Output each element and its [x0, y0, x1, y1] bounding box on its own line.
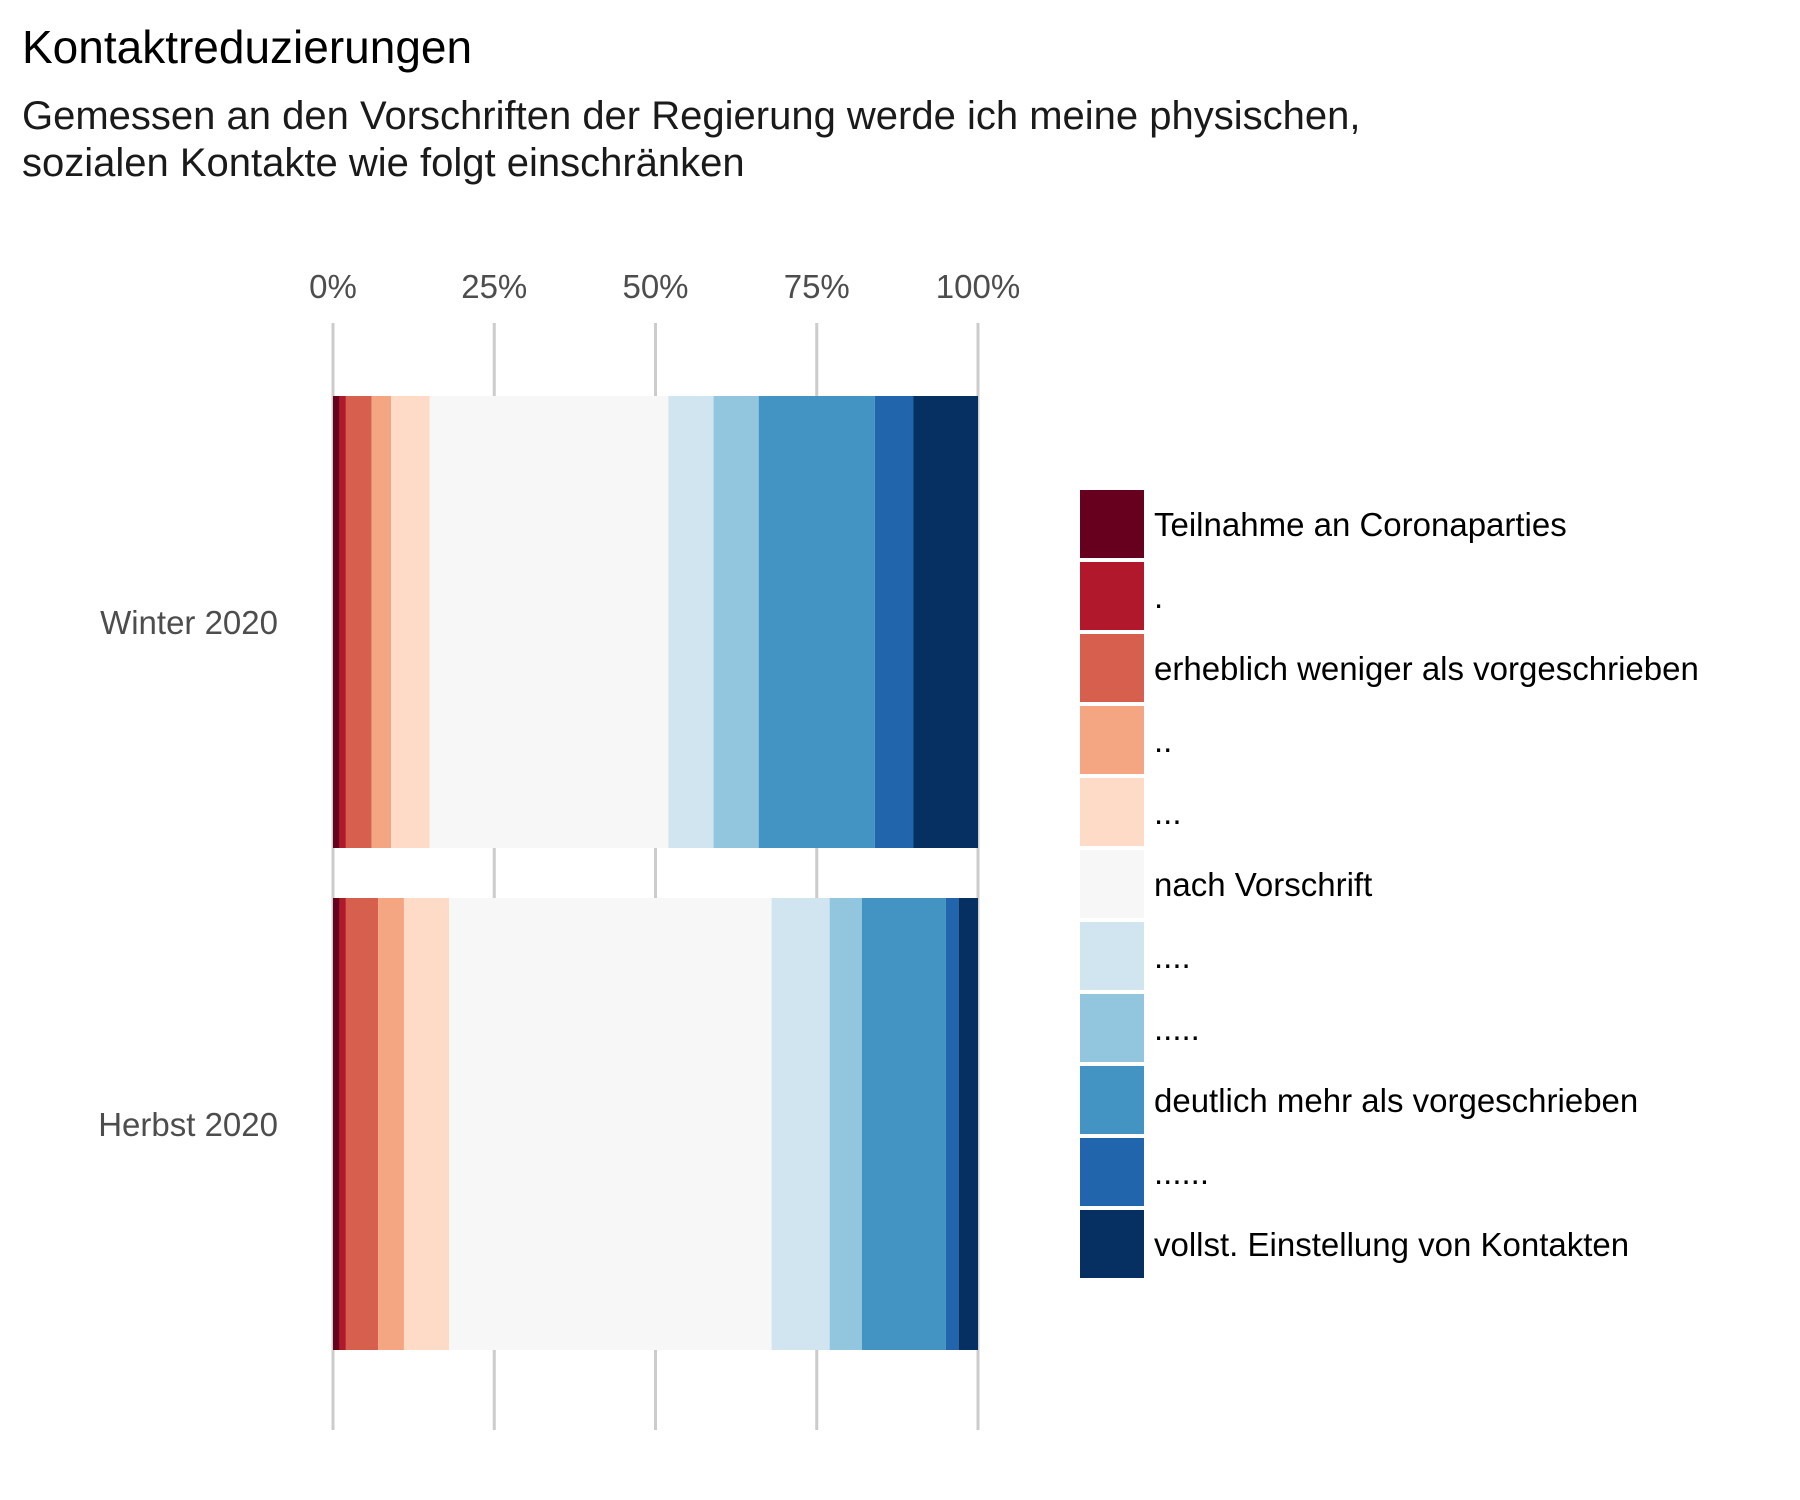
x-tick-label: 75%	[784, 268, 850, 305]
legend-label: ..	[1154, 722, 1172, 759]
bar-segment	[333, 396, 340, 848]
bar-segment	[713, 396, 759, 848]
x-tick-label: 50%	[622, 268, 688, 305]
category-label: Winter 2020	[100, 604, 278, 641]
bar-segment	[874, 396, 914, 848]
legend-label: .....	[1154, 1010, 1200, 1047]
x-tick-label: 0%	[309, 268, 357, 305]
chart-title: Kontaktreduzierungen	[22, 21, 473, 73]
legend-key	[1080, 562, 1144, 630]
legend-label: nach Vorschrift	[1154, 866, 1372, 903]
bar-segment	[371, 396, 392, 848]
chart-subtitle: Gemessen an den Vorschriften der Regieru…	[22, 93, 1361, 187]
x-tick-label: 100%	[936, 268, 1020, 305]
legend-key	[1080, 706, 1144, 774]
chart-subtitle-line-1: Gemessen an den Vorschriften der Regieru…	[22, 94, 1361, 138]
chart-subtitle-line-2: sozialen Kontakte wie folgt einschränken	[22, 141, 745, 185]
legend-label: erheblich weniger als vorgeschrieben	[1154, 650, 1699, 687]
bar-segment	[668, 396, 714, 848]
bar-segment	[339, 396, 346, 848]
bars	[333, 396, 978, 1350]
legend-label: ....	[1154, 938, 1191, 975]
bar-segment	[429, 396, 669, 848]
legend-key	[1080, 490, 1144, 558]
legend-label: Teilnahme an Coronaparties	[1154, 506, 1567, 543]
legend-key	[1080, 1210, 1144, 1278]
legend-key	[1080, 1138, 1144, 1206]
legend-key	[1080, 922, 1144, 990]
legend-label: ......	[1154, 1154, 1209, 1191]
legend-key	[1080, 778, 1144, 846]
bar-segment	[958, 898, 978, 1350]
bar-segment	[758, 396, 875, 848]
bar-segment	[771, 898, 830, 1350]
legend-key	[1080, 850, 1144, 918]
legend-key	[1080, 634, 1144, 702]
legend: Teilnahme an Coronaparties. erheblich wen…	[1080, 490, 1699, 1278]
bar-segment	[861, 898, 946, 1350]
y-axis-categories: Winter 2020 Herbst 2020	[98, 604, 278, 1143]
bar-segment	[945, 898, 959, 1350]
bar-segment	[345, 898, 379, 1350]
bar-segment	[339, 898, 346, 1350]
legend-label: deutlich mehr als vorgeschrieben	[1154, 1082, 1638, 1119]
category-label: Herbst 2020	[98, 1106, 278, 1143]
bar-segment	[378, 898, 404, 1350]
legend-key	[1080, 994, 1144, 1062]
bar-segment	[829, 898, 862, 1350]
bar-segment	[403, 898, 450, 1350]
bar-segment	[913, 396, 978, 848]
legend-label: ...	[1154, 794, 1182, 831]
bar-segment	[391, 396, 430, 848]
x-axis-ticks: 0% 25% 50% 75% 100%	[309, 268, 1020, 305]
bar-segment	[333, 898, 340, 1350]
legend-label: vollst. Einstellung von Kontakten	[1154, 1226, 1629, 1263]
legend-key	[1080, 1066, 1144, 1134]
bar-segment	[449, 898, 772, 1350]
x-tick-label: 25%	[461, 268, 527, 305]
legend-label: .	[1154, 578, 1163, 615]
bar-segment	[345, 396, 372, 848]
